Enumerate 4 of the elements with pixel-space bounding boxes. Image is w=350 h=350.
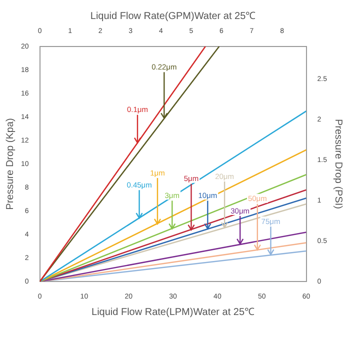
- x2-axis-title: Liquid Flow Rate(GPM)Water at 25℃: [90, 10, 256, 22]
- x-axis-title: Liquid Flow Rate(LPM)Water at 25℃: [92, 306, 255, 318]
- y-axis-title: Pressure Drop (Kpa): [4, 118, 16, 210]
- y2-axis-title: Pressure Drop (PSI): [332, 118, 344, 210]
